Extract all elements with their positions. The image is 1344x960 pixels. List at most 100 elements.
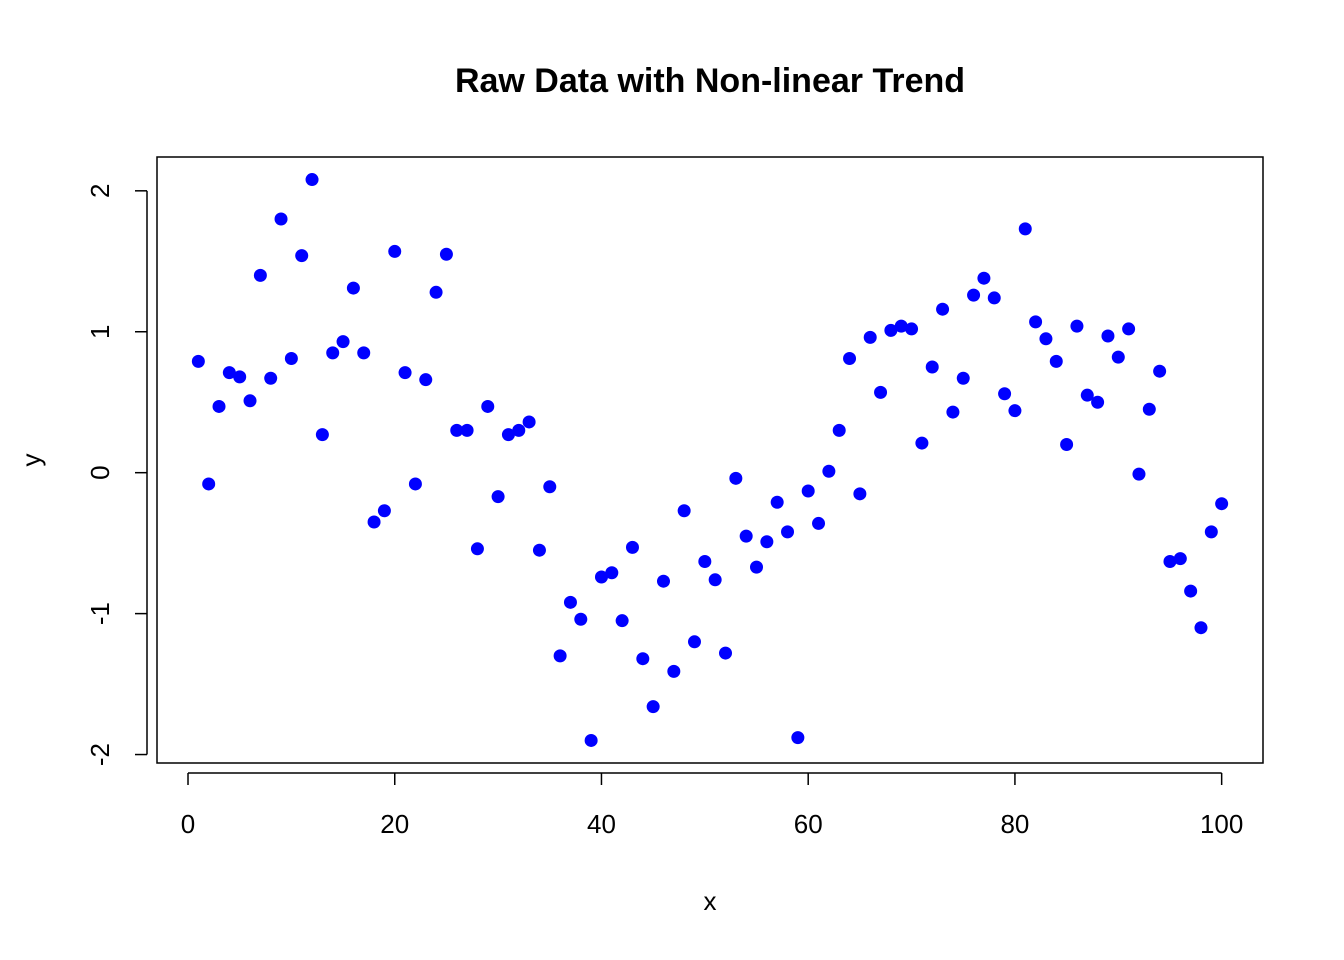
data-point (1101, 329, 1115, 343)
x-axis-label: x (704, 886, 717, 916)
data-point (388, 244, 402, 258)
x-tick-label: 80 (1000, 809, 1029, 839)
data-point (274, 212, 288, 226)
data-point (822, 464, 836, 478)
data-point (698, 554, 712, 568)
data-point (1049, 354, 1063, 368)
x-axis: 0 20 40 60 80 100 (181, 772, 1243, 839)
y-tick-label: -1 (85, 602, 115, 625)
data-point (1070, 319, 1084, 333)
data-point (1204, 525, 1218, 539)
data-point (491, 490, 505, 504)
chart-title: Raw Data with Non-linear Trend (455, 62, 965, 100)
data-point (1018, 222, 1032, 236)
data-point (305, 173, 319, 187)
data-point (1008, 404, 1022, 418)
x-tick-label: 40 (587, 809, 616, 839)
data-point (843, 352, 857, 366)
data-point (687, 635, 701, 649)
data-point (832, 423, 846, 437)
data-point (1122, 322, 1136, 336)
y-tick-label: -2 (85, 743, 115, 766)
data-point (574, 612, 588, 626)
data-point (636, 652, 650, 666)
data-point (853, 487, 867, 501)
data-point (646, 700, 660, 714)
data-point (553, 649, 567, 663)
data-point (584, 733, 598, 747)
data-point (450, 423, 464, 437)
data-point (936, 302, 950, 316)
y-axis-label: y (16, 454, 46, 467)
data-point (336, 335, 350, 349)
data-point (501, 428, 515, 442)
data-point (1194, 621, 1208, 635)
data-point (739, 529, 753, 543)
data-point (563, 595, 577, 609)
data-point (863, 330, 877, 344)
x-tick-label: 0 (181, 809, 195, 839)
data-point (977, 271, 991, 285)
data-point (253, 268, 267, 282)
data-point (905, 322, 919, 336)
data-point (1111, 350, 1125, 364)
data-point (233, 370, 247, 384)
data-point (315, 428, 329, 442)
data-point (656, 574, 670, 588)
data-point (1142, 402, 1156, 416)
x-tick-label: 20 (380, 809, 409, 839)
data-point (522, 415, 536, 429)
data-point (460, 423, 474, 437)
data-point (801, 484, 815, 498)
data-point (1153, 364, 1167, 378)
data-point (1080, 388, 1094, 402)
data-point (781, 525, 795, 539)
data-point (543, 480, 557, 494)
data-point (429, 285, 443, 299)
data-point (419, 373, 433, 387)
data-point (998, 387, 1012, 401)
data-point (874, 385, 888, 399)
data-point (1091, 395, 1105, 409)
data-point (791, 731, 805, 745)
data-point (470, 542, 484, 556)
y-tick-label: 1 (85, 325, 115, 339)
data-point (326, 346, 340, 360)
data-point (1029, 315, 1043, 329)
data-point (708, 573, 722, 587)
data-point (439, 247, 453, 261)
data-point (481, 399, 495, 413)
y-tick-label: 0 (85, 465, 115, 479)
data-point (408, 477, 422, 491)
data-point (894, 319, 908, 333)
data-point (191, 354, 205, 368)
data-point (346, 281, 360, 295)
data-point (243, 394, 257, 408)
x-tick-label: 60 (794, 809, 823, 839)
data-point (594, 570, 608, 584)
data-point (605, 566, 619, 580)
y-tick-label: 2 (85, 184, 115, 198)
data-point (770, 495, 784, 509)
data-point (1173, 552, 1187, 566)
data-point (202, 477, 216, 491)
data-point (295, 249, 309, 263)
y-axis: -2 -1 0 1 2 (85, 184, 148, 766)
data-point (625, 540, 639, 554)
data-point (284, 352, 298, 366)
data-point (946, 405, 960, 419)
data-point (1163, 554, 1177, 568)
data-point (1184, 584, 1198, 598)
data-point (357, 346, 371, 360)
data-point (367, 515, 381, 529)
data-point (884, 323, 898, 337)
data-point (956, 371, 970, 385)
data-point (1132, 467, 1146, 481)
data-point (532, 543, 546, 557)
data-point (222, 366, 236, 380)
data-point (1215, 497, 1229, 511)
data-point (212, 399, 226, 413)
data-point (987, 291, 1001, 305)
data-point (1039, 332, 1053, 346)
